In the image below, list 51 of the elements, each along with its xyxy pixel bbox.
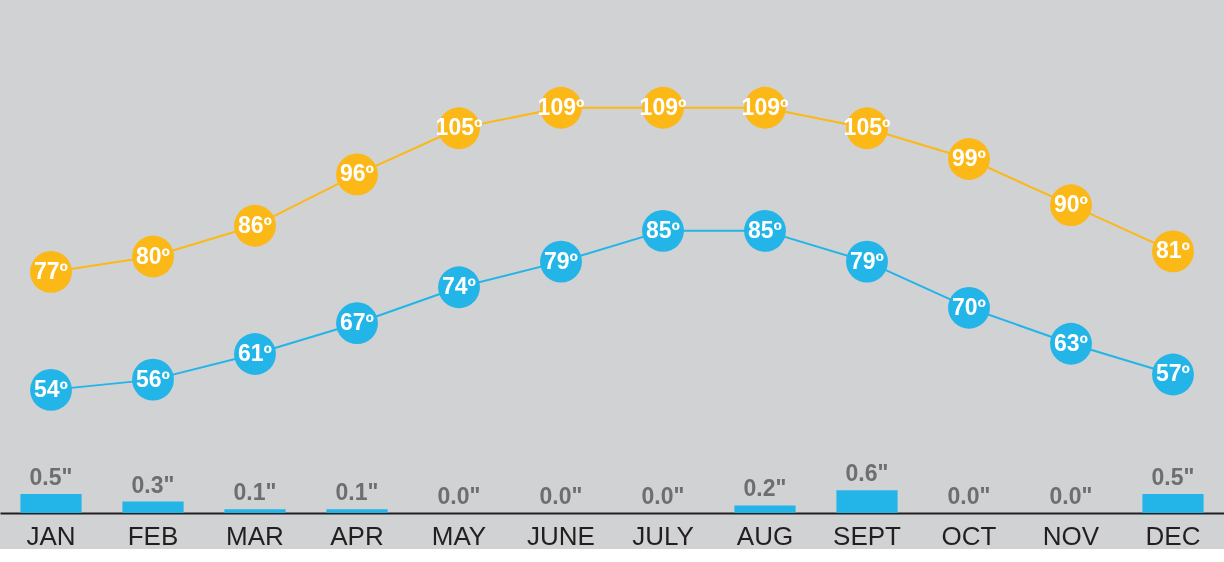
x-tick-label: FEB (127, 520, 179, 551)
x-tick-label: AUG (736, 520, 794, 551)
bar (20, 494, 82, 513)
data-label: 63º (1054, 329, 1088, 356)
bar (326, 509, 388, 513)
data-label: 0.6" (845, 460, 889, 487)
data-label: 0.2" (743, 475, 787, 502)
bar (1142, 494, 1204, 513)
data-label: 109º (639, 93, 687, 120)
data-label: 0.5" (29, 464, 73, 490)
data-label: 85º (748, 216, 782, 243)
data-label: 79º (544, 247, 578, 274)
data-label: 56º (136, 365, 170, 392)
data-label: 0.3" (131, 471, 175, 498)
data-label: 85º (646, 216, 680, 243)
x-tick-label: JULY (632, 520, 694, 551)
data-label: 90º (1054, 191, 1088, 218)
x-tick-label: MAR (226, 520, 284, 551)
bar (224, 509, 286, 513)
bar (734, 505, 796, 513)
data-label: 0.1" (233, 479, 277, 506)
x-tick-label: JAN (26, 520, 76, 551)
data-label: 0.0" (947, 483, 991, 509)
x-tick-label: JUNE (527, 520, 595, 551)
x-tick-label: SEPT (833, 520, 902, 551)
data-label: 57º (1156, 360, 1190, 387)
data-label: 79º (850, 247, 884, 274)
data-label: 96º (340, 160, 374, 187)
data-label: 54º (34, 375, 68, 402)
x-tick-label: MAY (431, 520, 487, 551)
data-label: 74º (442, 273, 476, 300)
data-label: 67º (340, 309, 374, 336)
data-label: 99º (952, 145, 986, 172)
data-label: 77º (34, 257, 68, 284)
bar (122, 501, 184, 513)
x-tick-label: NOV (1042, 520, 1100, 551)
data-label: 61º (238, 339, 272, 366)
data-label: 0.5" (1151, 464, 1195, 490)
data-label: 86º (238, 211, 272, 238)
data-label: 81º (1156, 237, 1190, 264)
data-label: 0.0" (539, 483, 583, 509)
data-label: 0.1" (335, 479, 379, 506)
x-tick-label: OCT (941, 520, 997, 551)
x-tick-label: APR (330, 520, 384, 551)
data-label: 70º (952, 293, 986, 320)
bar (836, 490, 898, 513)
data-label: 0.0" (641, 483, 685, 509)
x-tick-label: DEC (1145, 520, 1201, 551)
data-label: 80º (136, 242, 170, 269)
data-label: 0.0" (1049, 483, 1093, 509)
data-label: 0.0" (437, 483, 481, 509)
